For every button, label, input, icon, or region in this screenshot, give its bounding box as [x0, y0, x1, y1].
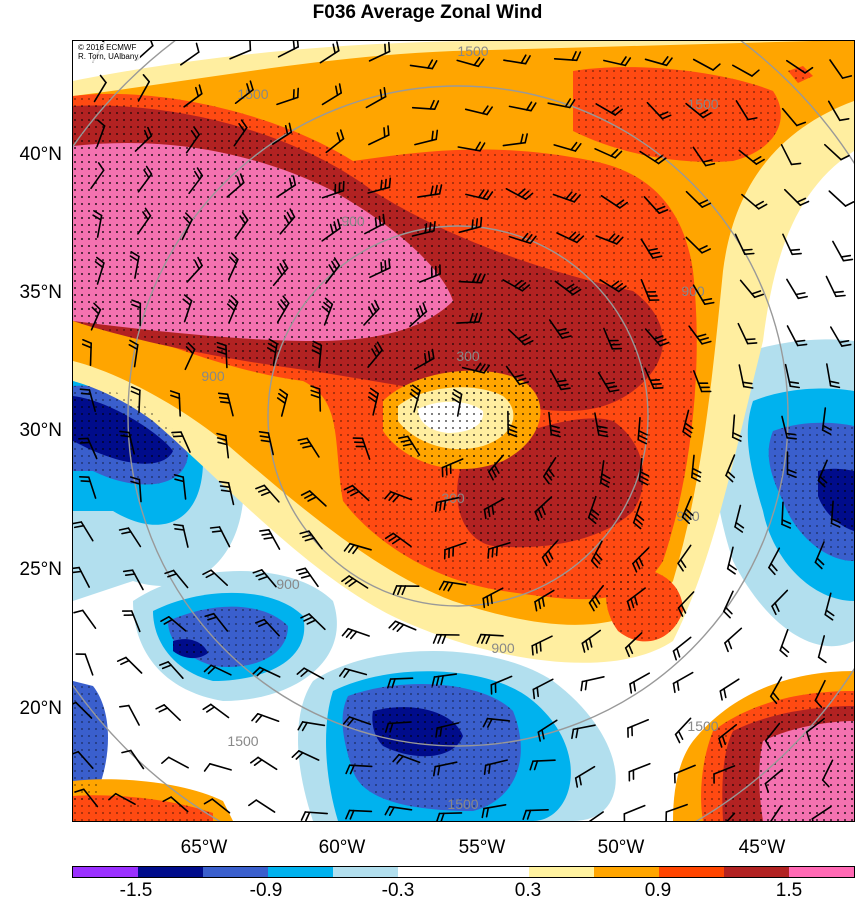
colorbar: [72, 866, 855, 878]
colorbar-bin: [594, 867, 659, 877]
colorbar-label-4: 0.3: [498, 880, 558, 902]
wind-barb: [629, 764, 650, 781]
colorbar-bin: [463, 867, 528, 877]
wind-field-map: 3003009009009009009009001500150015001500…: [73, 41, 854, 821]
wind-barb: [205, 764, 232, 771]
range-ring-label: 1500: [687, 96, 718, 112]
lat-label-35n: 35°N: [0, 282, 62, 304]
colorbar-bin: [529, 867, 594, 877]
colorbar-label-3: -0.3: [368, 880, 428, 902]
colorbar-label-5: 0.9: [628, 880, 688, 902]
lon-label-60w: 60°W: [302, 837, 382, 859]
wind-barb: [162, 757, 188, 767]
lon-label-50w: 50°W: [581, 837, 661, 859]
range-ring-label: 300: [456, 348, 480, 364]
wind-barb: [74, 610, 96, 628]
colorbar-bin: [789, 867, 854, 877]
copyright-line-2: R. Torn, UAlbany: [78, 52, 138, 61]
wind-barb: [630, 673, 649, 693]
wind-barb: [581, 677, 604, 691]
colorbar-bin: [724, 867, 789, 877]
wind-barb: [122, 751, 143, 769]
wind-barb: [833, 242, 853, 261]
colorbar-label-2: -0.9: [236, 880, 296, 902]
colorbar-label-1: -1.5: [106, 880, 166, 902]
copyright-notice: © 2016 ECMWF R. Torn, UAlbany: [76, 42, 140, 62]
wind-barb: [725, 628, 741, 651]
range-ring-label: 1500: [457, 43, 488, 59]
colorbar-bin: [203, 867, 268, 877]
range-ring-label: 900: [201, 368, 225, 384]
range-ring-label: 1500: [447, 796, 478, 812]
wind-barb: [252, 714, 279, 722]
colorbar-bin: [268, 867, 333, 877]
wind-barb: [780, 630, 788, 657]
lat-label-25n: 25°N: [0, 559, 62, 581]
wind-barb: [829, 191, 853, 206]
lat-label-30n: 30°N: [0, 420, 62, 442]
wind-barb: [826, 277, 845, 297]
wind-barb: [118, 658, 142, 674]
range-ring-label: 1500: [227, 733, 258, 749]
wind-barb: [76, 654, 93, 675]
colorbar-bin: [333, 867, 398, 877]
wind-barb: [787, 279, 807, 298]
wind-barb: [120, 706, 139, 725]
lat-label-40n: 40°N: [0, 144, 62, 166]
colorbar-bin: [138, 867, 203, 877]
wind-barb: [720, 679, 739, 700]
range-ring-label: 1500: [687, 718, 718, 734]
wind-barb: [203, 704, 228, 717]
wind-barb: [251, 757, 277, 769]
wind-barb: [249, 800, 275, 812]
range-ring-label: 900: [276, 576, 300, 592]
lon-label-55w: 55°W: [442, 837, 522, 859]
lon-label-65w: 65°W: [164, 837, 244, 859]
lat-label-20n: 20°N: [0, 698, 62, 720]
colorbar-bin: [398, 867, 463, 877]
colorbar-bin: [73, 867, 138, 877]
wind-barb: [624, 806, 644, 821]
range-ring-label: 900: [341, 213, 365, 229]
range-ring-label: 900: [491, 640, 515, 656]
wind-barb: [674, 673, 693, 693]
wind-barb: [674, 637, 691, 659]
colorbar-bin: [659, 867, 724, 877]
lon-label-45w: 45°W: [722, 837, 802, 859]
wind-barb: [156, 705, 180, 720]
wind-barb: [343, 629, 370, 639]
map-title: F036 Average Zonal Wind: [0, 2, 855, 24]
wind-barb: [628, 720, 648, 737]
colorbar-label-6: 1.5: [759, 880, 819, 902]
copyright-line-1: © 2016 ECMWF: [78, 43, 138, 52]
